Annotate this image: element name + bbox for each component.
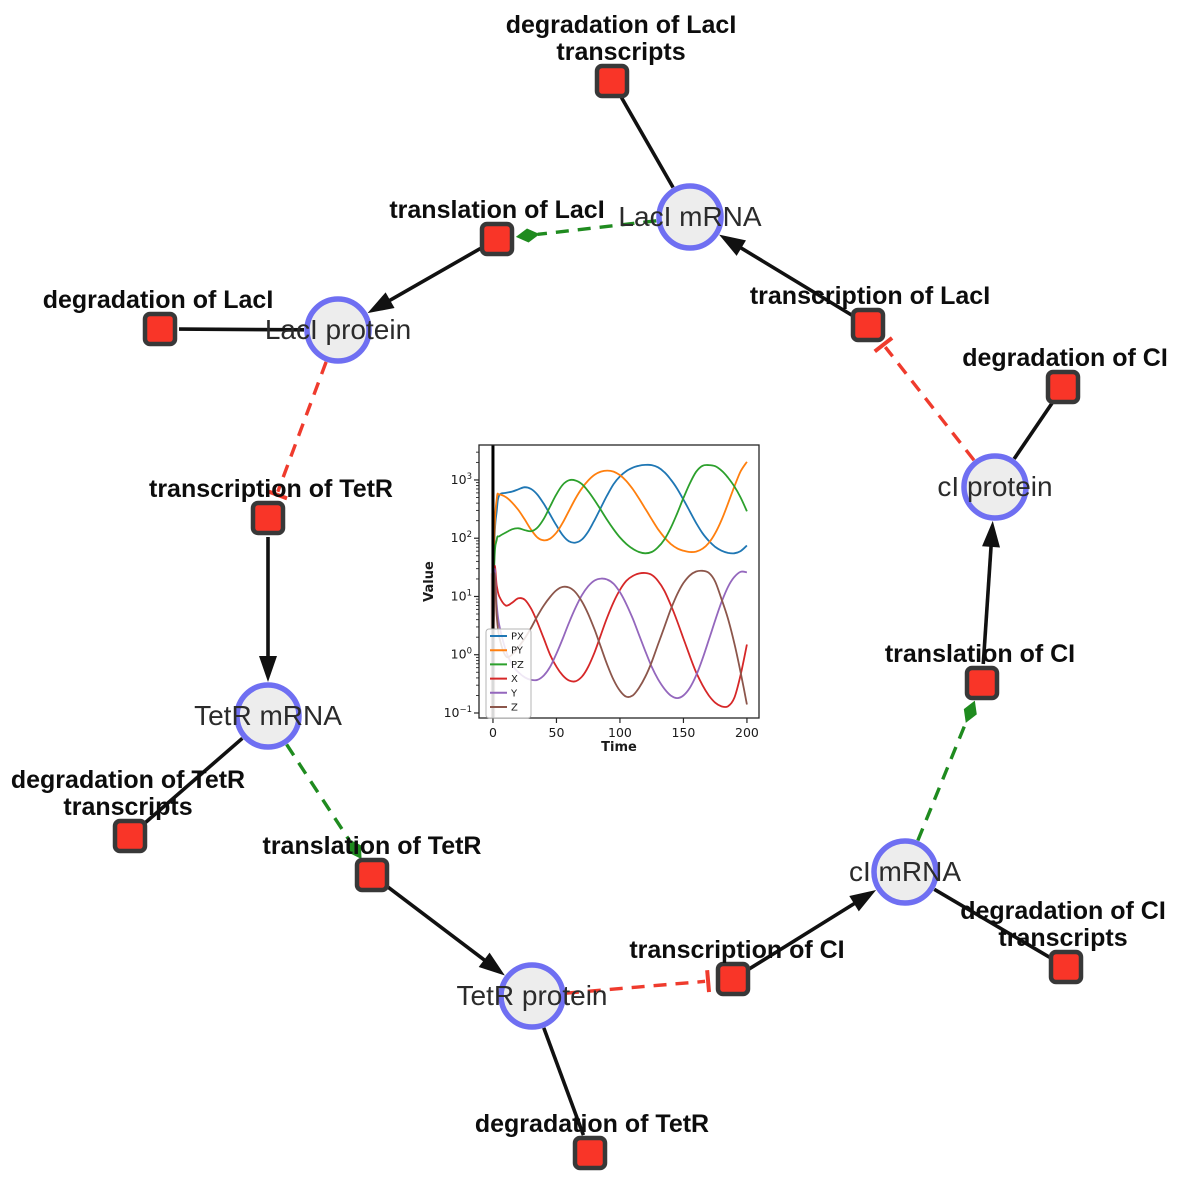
reaction-label-deg_laci_tx-line2: transcripts	[556, 38, 685, 66]
species-node-laci_protein[interactable]	[304, 296, 372, 364]
reaction-node-deg_ci[interactable]	[1045, 369, 1081, 405]
edge-tetr_protein-deg_tetr-line	[542, 1027, 586, 1136]
edge-tetr_protein-tc_ci-line	[565, 979, 706, 995]
chart-x-ticklabel-50: 50	[549, 725, 565, 740]
chart-legend-label-PX: PX	[511, 632, 524, 643]
chart-x-ticklabel-150: 150	[672, 725, 696, 740]
timeseries-chart: 0 50 100 150 20010−1100101102103TimeValuePXP…	[422, 436, 772, 758]
reaction-label-deg_tetr_tx-line1: degradation of TetR	[11, 766, 245, 794]
labels-layer: LacI mRNA LacI protein TetR mRNA TetR prote…	[11, 11, 1168, 1138]
edge-ci_mrna-tl_ci-diamond-icon	[963, 700, 977, 723]
reaction-label-deg_ci_tx-line1: degradation of CI	[960, 897, 1166, 925]
edge-tetr_protein-tc_ci-inhibition-bar-icon	[705, 969, 712, 993]
edge-tc_ci-ci_mrna-line	[748, 897, 862, 971]
species-label-tetr_mrna: TetR mRNA	[194, 700, 342, 731]
edge-tc_laci-laci_mrna-arrowhead-icon	[719, 234, 746, 256]
edges-layer	[143, 96, 1054, 1136]
species-label-laci_mrna: LacI mRNA	[618, 201, 761, 232]
species-label-tetr_protein: TetR protein	[457, 980, 608, 1011]
chart-series-PY	[492, 461, 748, 713]
edge-tl_tetr-tetr_protein-line	[386, 885, 492, 967]
reaction-label-tl_tetr: translation of TetR	[263, 832, 482, 860]
edge-ci_mrna-deg_ci_tx-line	[933, 887, 1051, 959]
edge-tetr_mrna-tl_tetr-diamond-icon	[348, 839, 362, 860]
reaction-node-deg_tetr[interactable]	[572, 1135, 608, 1171]
reaction-node-tl_laci[interactable]	[479, 221, 515, 257]
species-node-laci_mrna[interactable]	[656, 183, 724, 251]
chart-series-PZ	[492, 464, 748, 713]
edge-ci_protein-deg_ci-line	[1012, 401, 1054, 460]
edge-tl_laci-laci_protein-line	[382, 246, 482, 306]
species-node-ci_mrna[interactable]	[871, 838, 939, 906]
chart-legend-label-PY: PY	[511, 646, 524, 657]
chart-x-ticklabel-200: 200	[735, 725, 759, 740]
chart-background	[424, 436, 772, 758]
edge-laci_mrna-tl_laci-line	[537, 219, 657, 237]
reaction-label-deg_laci_tx-line1: degradation of LacI	[506, 11, 737, 39]
species-node-ci_protein[interactable]	[961, 453, 1029, 521]
reaction-node-tl_ci[interactable]	[964, 665, 1000, 701]
edge-laci_mrna-deg_laci_tx-line	[619, 96, 675, 189]
edge-tc_tetr-tetr_mrna-arrowhead-icon	[259, 656, 277, 682]
reaction-node-tc_laci[interactable]	[850, 307, 886, 343]
edge-tl_ci-ci_protein-line	[981, 538, 994, 665]
chart-frame	[478, 444, 760, 719]
reaction-node-tl_tetr[interactable]	[354, 857, 390, 893]
reaction-node-deg_laci[interactable]	[142, 311, 178, 347]
species-label-ci_mrna: cI mRNA	[849, 856, 961, 887]
edge-laci_mrna-tl_laci-diamond-icon	[515, 228, 540, 243]
reaction-label-deg_tetr_tx-line2: transcripts	[63, 793, 192, 821]
edge-ci_protein-tc_laci-line	[883, 345, 976, 462]
chart-series-PX	[492, 463, 748, 713]
reaction-label-tc_ci: transcription of CI	[629, 936, 844, 964]
reaction-node-tc_tetr[interactable]	[250, 500, 286, 536]
nodes-layer	[112, 63, 1084, 1171]
reaction-label-tc_tetr: transcription of TetR	[149, 475, 393, 503]
chart-ylabel: Value	[422, 561, 437, 602]
reaction-label-deg_laci: degradation of LacI	[43, 286, 274, 314]
reaction-label-deg_ci_tx-line2: transcripts	[998, 924, 1127, 952]
edge-tetr_mrna-deg_tetr_tx-line	[143, 736, 244, 825]
reaction-label-deg_tetr: degradation of TetR	[475, 1110, 709, 1138]
edge-tl_tetr-tetr_protein-arrowhead-icon	[478, 952, 505, 976]
chart-legend: PX PY PZ XYZ	[485, 628, 532, 719]
edge-ci_mrna-tl_ci-line	[916, 720, 969, 842]
reaction-node-tc_ci[interactable]	[715, 961, 751, 997]
edge-tetr_mrna-tl_tetr-line	[285, 743, 351, 842]
species-label-ci_protein: cI protein	[937, 471, 1052, 502]
reaction-node-deg_tetr_tx[interactable]	[112, 818, 148, 854]
edge-tc_laci-laci_mrna-line	[733, 242, 853, 317]
edge-laci_protein-tc_tetr-inhibition-bar-icon	[265, 488, 288, 501]
edge-laci_protein-deg_laci-line	[178, 327, 305, 332]
reaction-label-tl_ci: translation of CI	[885, 640, 1075, 668]
chart-x-ticklabel-0: 0	[489, 725, 497, 740]
chart-xlabel: Time	[601, 740, 637, 755]
edge-tc_ci-ci_mrna-arrowhead-icon	[849, 889, 877, 912]
reaction-node-deg_laci_tx[interactable]	[594, 63, 630, 99]
chart-legend-box	[485, 628, 532, 719]
species-node-tetr_mrna[interactable]	[234, 682, 302, 750]
edge-ci_protein-tc_laci-inhibition-bar-icon	[873, 336, 894, 354]
reaction-label-deg_ci: degradation of CI	[962, 344, 1168, 372]
chart-legend-label-Z: Z	[511, 703, 518, 714]
chart-legend-label-Y: Y	[510, 688, 518, 699]
edge-tl_ci-ci_protein-arrowhead-icon	[982, 520, 1001, 548]
edge-tl_laci-laci_protein-arrowhead-icon	[367, 292, 395, 314]
reaction-node-deg_ci_tx[interactable]	[1048, 949, 1084, 985]
chart-series-X	[492, 564, 748, 713]
edge-laci_protein-tc_tetr-line	[276, 361, 328, 493]
chart-legend-label-PZ: PZ	[511, 660, 524, 671]
species-node-tetr_protein[interactable]	[498, 962, 566, 1030]
species-label-laci_protein: LacI protein	[265, 314, 411, 345]
chart-legend-label-X: X	[511, 674, 518, 685]
reaction-label-tc_laci: transcription of LacI	[750, 282, 990, 310]
reaction-label-tl_laci: translation of LacI	[389, 196, 604, 224]
chart-x-ticklabel-100: 100	[608, 725, 632, 740]
